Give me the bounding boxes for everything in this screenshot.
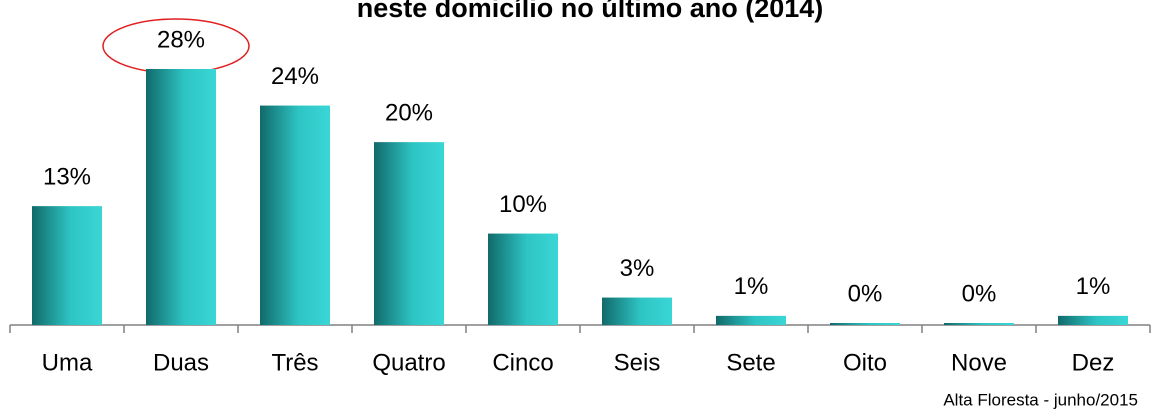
- value-label: 0%: [848, 280, 883, 307]
- x-tick-label: Oito: [843, 349, 887, 376]
- value-label: 13%: [43, 163, 91, 190]
- x-tick-label: Seis: [614, 349, 661, 376]
- bar: [32, 206, 102, 325]
- x-tick-label: Sete: [726, 349, 775, 376]
- bar: [602, 297, 672, 325]
- bar: [146, 69, 216, 325]
- x-tick-label: Nove: [951, 349, 1007, 376]
- bar: [944, 323, 1014, 325]
- bar: [374, 142, 444, 325]
- value-label: 1%: [1076, 273, 1111, 300]
- bar: [830, 323, 900, 325]
- value-label: 3%: [620, 255, 655, 282]
- value-label: 28%: [157, 26, 205, 53]
- bar: [488, 233, 558, 325]
- bar: [260, 105, 330, 325]
- value-label: 24%: [271, 63, 319, 90]
- value-label: 0%: [962, 280, 997, 307]
- x-tick-label: Dez: [1072, 349, 1115, 376]
- x-tick-label: Três: [271, 349, 318, 376]
- x-tick-label: Uma: [42, 349, 93, 376]
- footnote: Alta Floresta - junho/2015: [943, 390, 1138, 409]
- value-label: 20%: [385, 99, 433, 126]
- bar: [716, 315, 786, 325]
- x-tick-label: Quatro: [372, 349, 445, 376]
- x-tick-label: Duas: [153, 349, 209, 376]
- x-tick-label: Cinco: [492, 349, 553, 376]
- chart-title: neste domicílio no último ano (2014): [357, 0, 824, 23]
- bar: [1058, 315, 1128, 325]
- value-label: 10%: [499, 191, 547, 218]
- value-label: 1%: [734, 273, 769, 300]
